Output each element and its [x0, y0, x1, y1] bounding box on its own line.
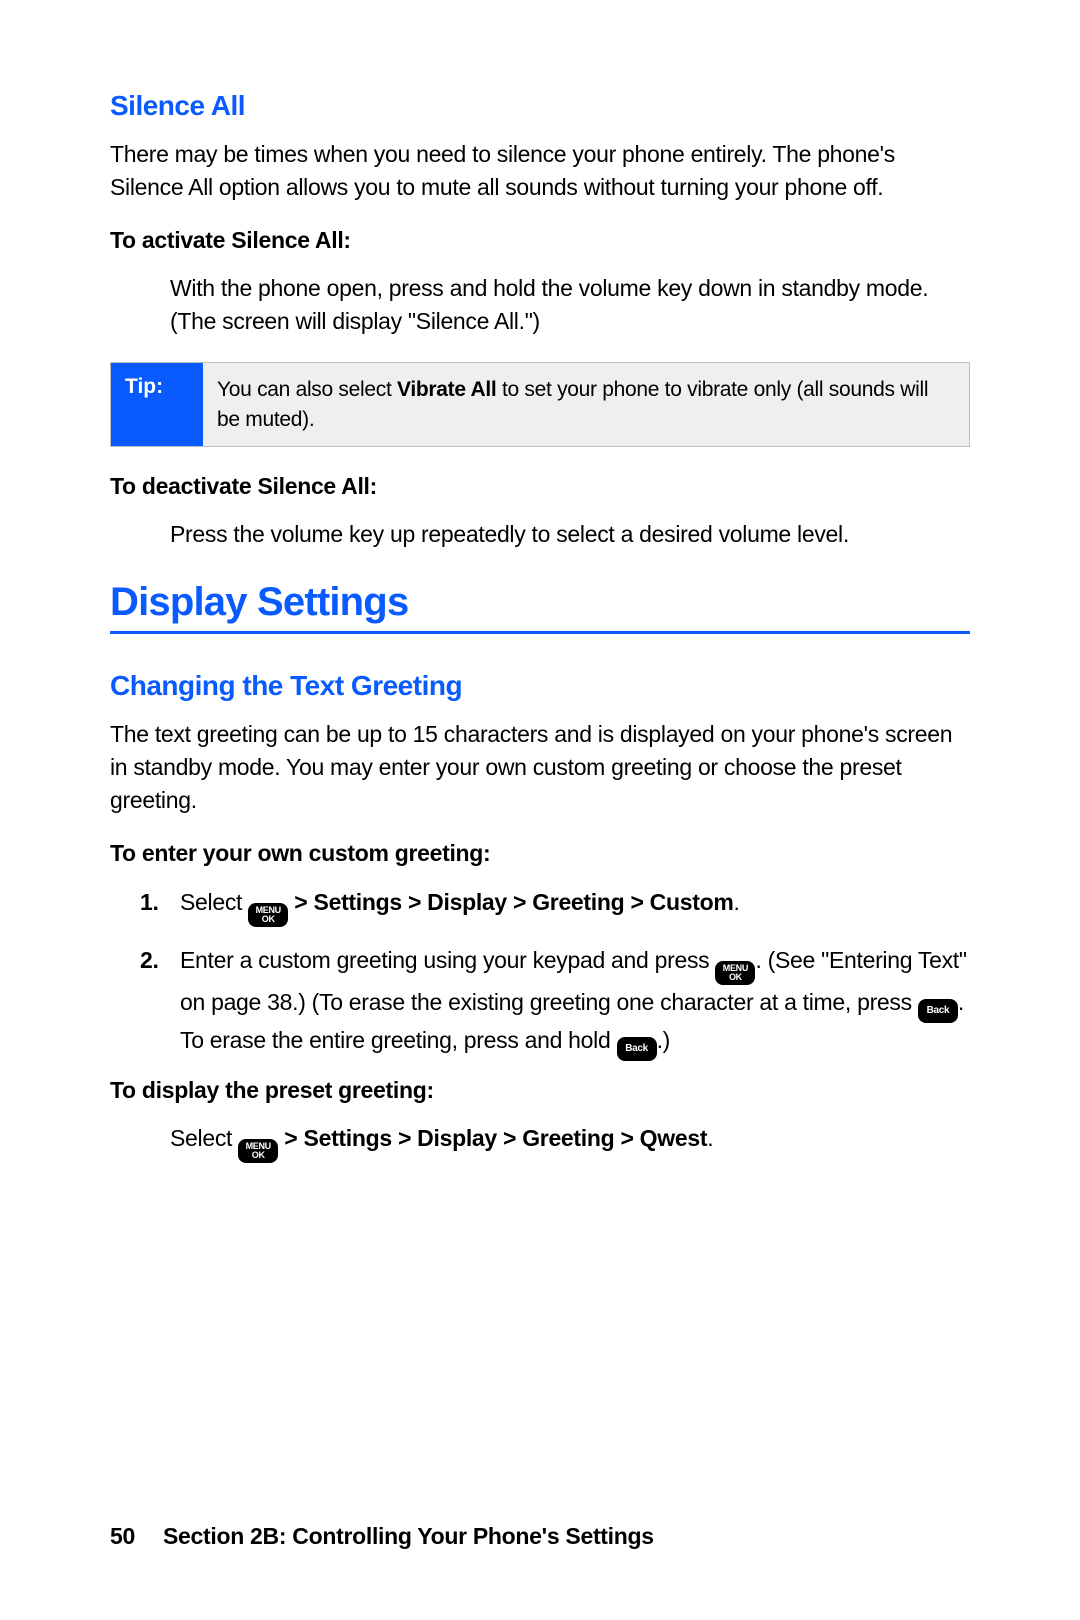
- paragraph: There may be times when you need to sile…: [110, 138, 970, 205]
- list-item: 1. Select MENUOK > Settings > Display > …: [140, 885, 970, 927]
- text: .: [734, 889, 740, 915]
- procedure-body: With the phone open, press and hold the …: [170, 272, 970, 339]
- tip-content: You can also select Vibrate All to set y…: [203, 363, 969, 446]
- procedure-label-activate: To activate Silence All:: [110, 227, 970, 254]
- menu-ok-key-icon: MENUOK: [715, 961, 755, 985]
- paragraph: The text greeting can be up to 15 charac…: [110, 718, 970, 818]
- page-number: 50: [110, 1523, 135, 1549]
- back-key-icon: Back: [617, 1037, 657, 1061]
- list-item: 2. Enter a custom greeting using your ke…: [140, 943, 970, 1061]
- menu-ok-key-icon: MENUOK: [238, 1139, 278, 1163]
- list-number: 1.: [140, 885, 180, 927]
- back-key-icon: Back: [918, 999, 958, 1023]
- menu-path: > Settings > Display > Greeting > Qwest: [278, 1125, 707, 1151]
- procedure-label-deactivate: To deactivate Silence All:: [110, 473, 970, 500]
- page-content: Silence All There may be times when you …: [0, 0, 1080, 1620]
- tip-label: Tip:: [111, 363, 203, 446]
- page-footer: 50 Section 2B: Controlling Your Phone's S…: [110, 1523, 654, 1550]
- procedure-body: Select MENUOK > Settings > Display > Gre…: [170, 1122, 970, 1163]
- list-body: Enter a custom greeting using your keypa…: [180, 943, 970, 1061]
- subheading-silence-all: Silence All: [110, 90, 970, 122]
- tip-text-bold: Vibrate All: [397, 378, 496, 401]
- footer-section-title: Section 2B: Controlling Your Phone's Set…: [163, 1523, 654, 1549]
- text: Enter a custom greeting using your keypa…: [180, 947, 715, 973]
- procedure-label-custom-greeting: To enter your own custom greeting:: [110, 840, 970, 867]
- tip-text-prefix: You can also select: [217, 378, 397, 401]
- menu-path: > Settings > Display > Greeting > Custom: [288, 889, 733, 915]
- procedure-label-preset-greeting: To display the preset greeting:: [110, 1077, 970, 1104]
- text: .: [707, 1125, 713, 1151]
- subheading-text-greeting: Changing the Text Greeting: [110, 670, 970, 702]
- text: Select: [170, 1125, 238, 1151]
- procedure-body: Press the volume key up repeatedly to se…: [170, 518, 970, 551]
- heading-display-settings: Display Settings: [110, 580, 970, 634]
- text: Select: [180, 889, 248, 915]
- list-body: Select MENUOK > Settings > Display > Gre…: [180, 885, 970, 927]
- text: .): [657, 1027, 670, 1053]
- list-number: 2.: [140, 943, 180, 1061]
- tip-callout: Tip: You can also select Vibrate All to …: [110, 362, 970, 447]
- menu-ok-key-icon: MENUOK: [248, 903, 288, 927]
